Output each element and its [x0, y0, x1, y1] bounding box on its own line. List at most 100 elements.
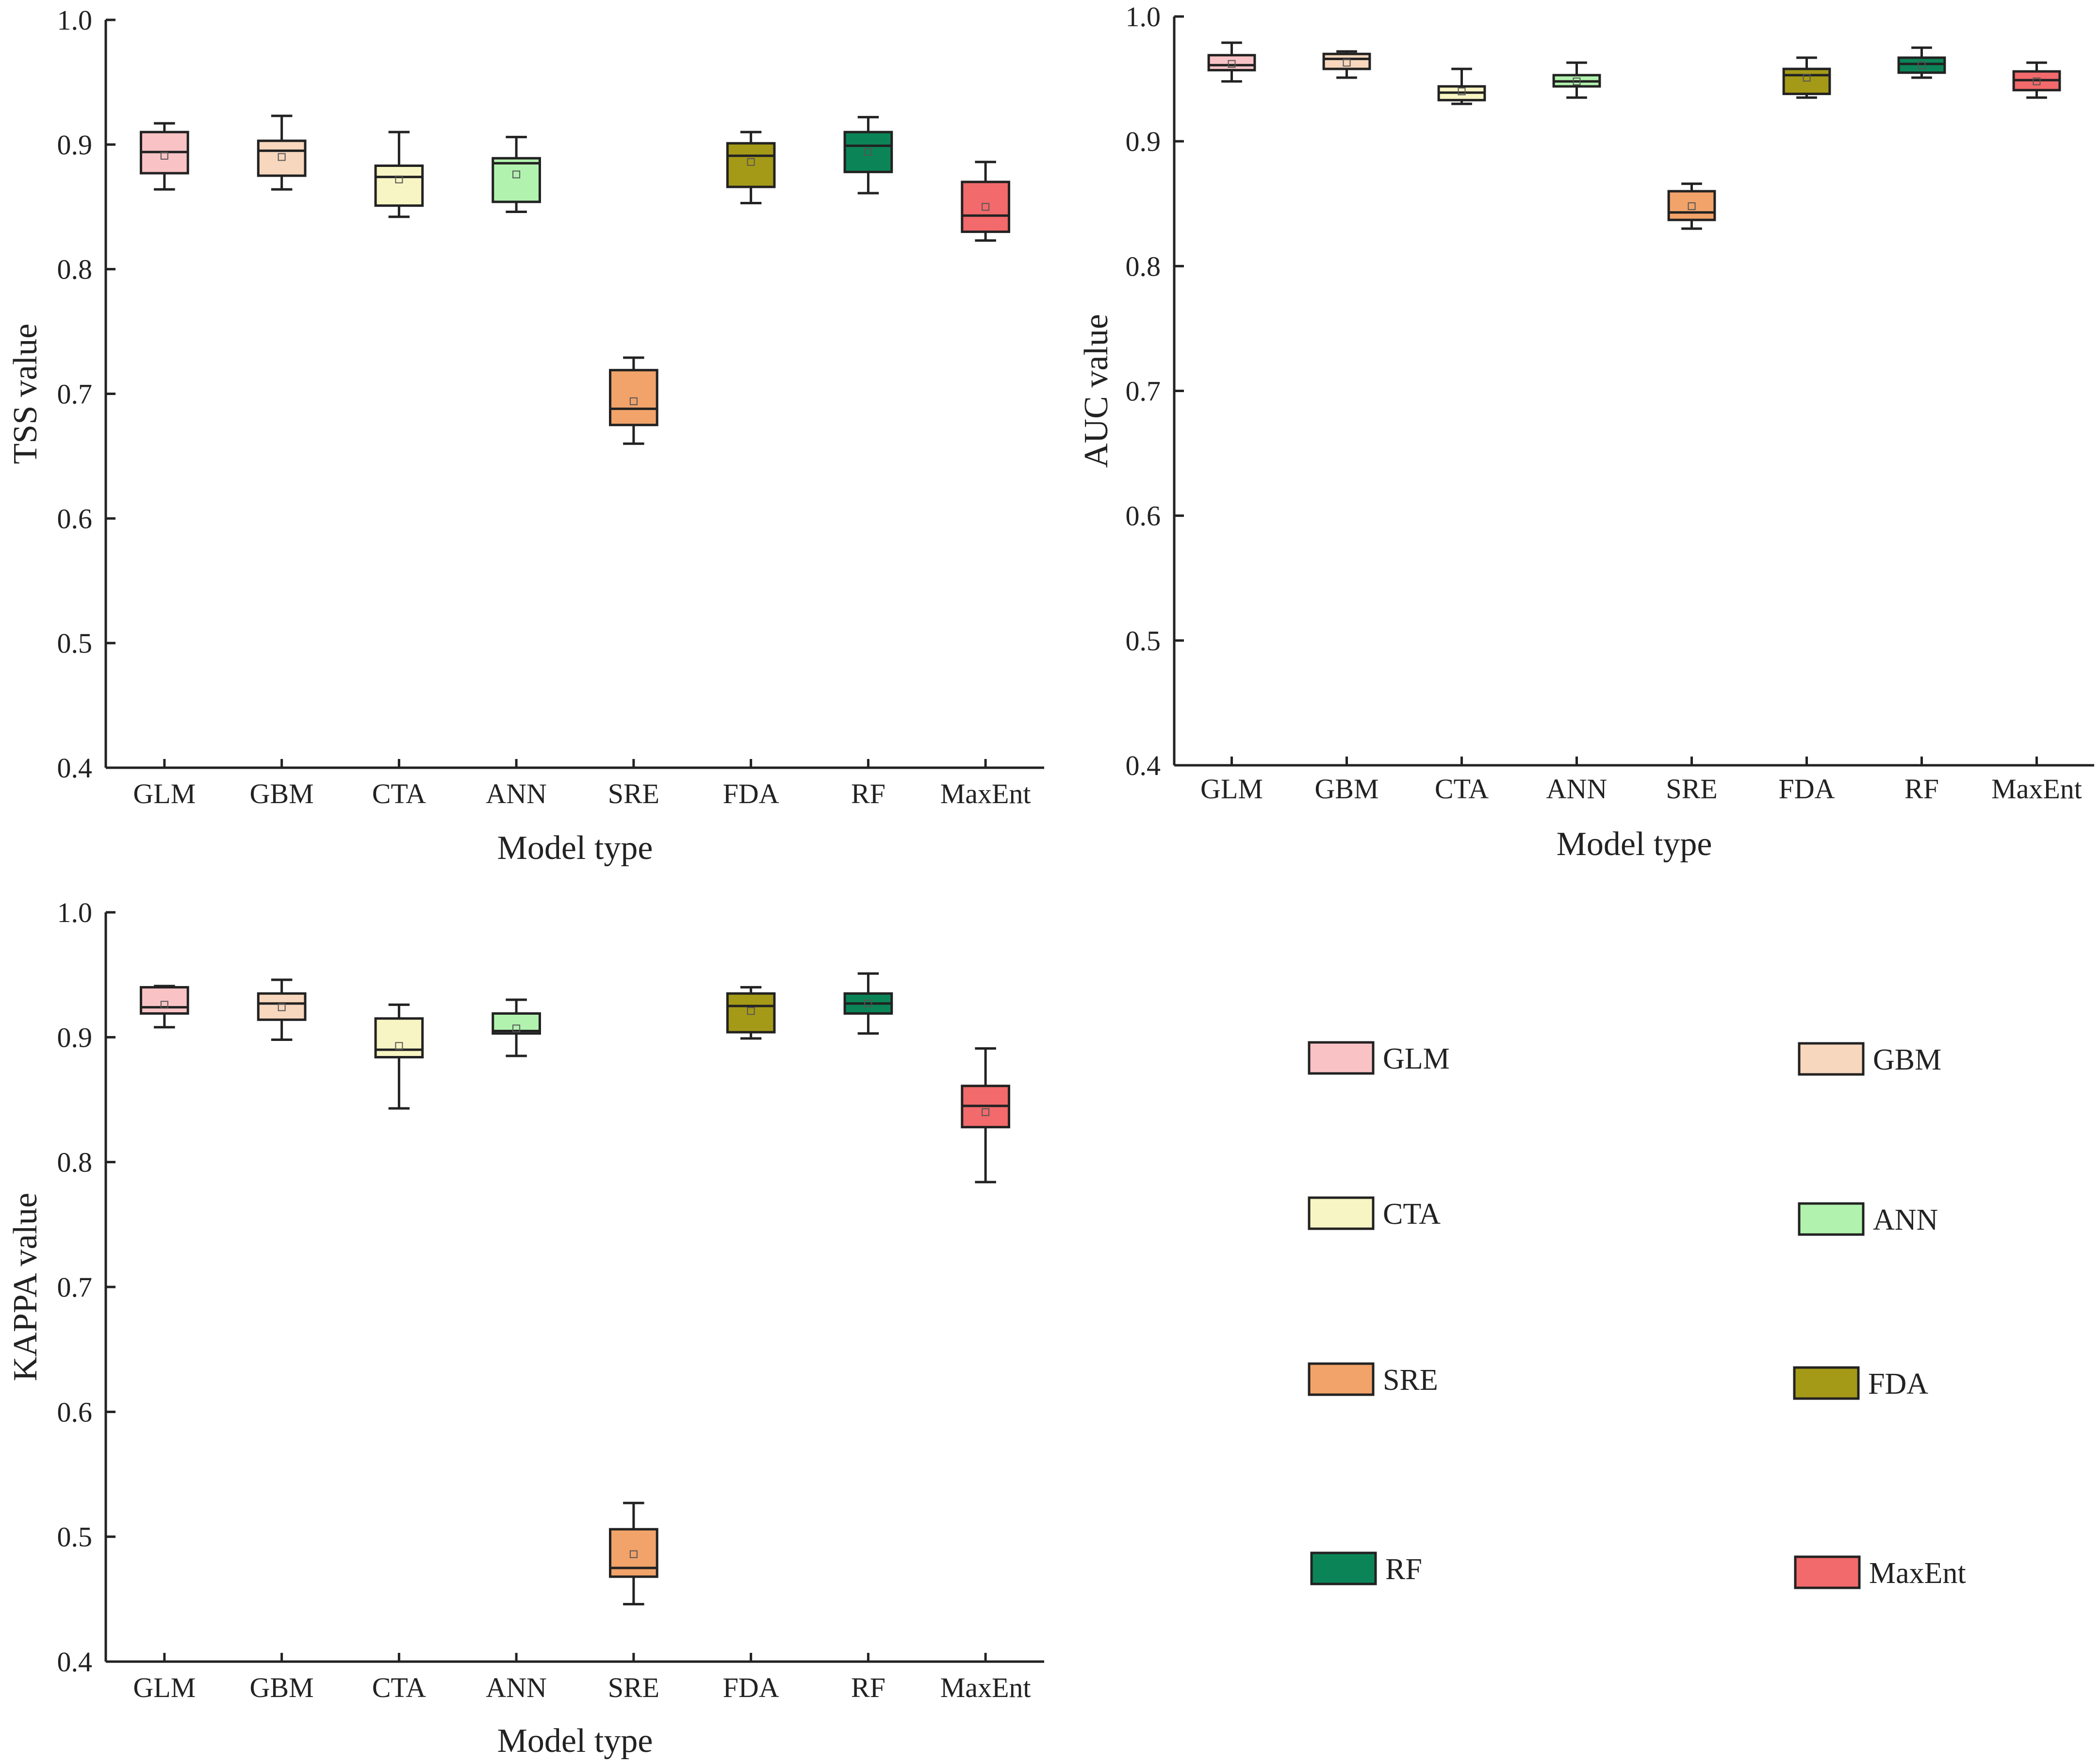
x-tick-label: CTA [372, 778, 426, 809]
x-tick-label: GBM [1314, 773, 1378, 805]
legend-item-ann: ANN [1798, 1202, 1938, 1236]
iqr-box [257, 992, 307, 1021]
mean-marker [1918, 61, 1926, 69]
mean-marker [747, 158, 755, 166]
chart-kappa: 0.4 0.5 0.6 0.7 0.8 0.9 1.0 KAPPA value Model ty… [7, 897, 1044, 1760]
chart-auc: 0.4 0.5 0.6 0.7 0.8 0.9 1.0 AUC value Model type… [1078, 1, 2094, 863]
mean-marker [160, 1001, 168, 1009]
box-ann: ANN [1546, 61, 1608, 805]
x-tick-label: SRE [1666, 773, 1717, 805]
x-tick-label: ANN [1546, 773, 1608, 805]
y-tick-label: 1.0 [1126, 1, 1161, 33]
y-tick-label: 0.6 [1126, 500, 1161, 532]
y-tick-label: 1.0 [57, 897, 93, 928]
y-tick-label: 0.6 [57, 1396, 93, 1428]
x-tick-label: GLM [1200, 773, 1263, 805]
iqr-box [1667, 190, 1716, 221]
legend-item-cta: CTA [1308, 1196, 1441, 1231]
box-maxent: MaxEnt [940, 1047, 1031, 1703]
mean-marker [512, 1024, 521, 1033]
y-tick-label: 0.4 [57, 752, 93, 784]
box-cta: CTA [1435, 67, 1489, 805]
legend-label: RF [1385, 1553, 1422, 1586]
y-tick-label: 0.8 [57, 254, 93, 285]
iqr-box [961, 181, 1010, 233]
y-tick-label: 0.5 [57, 1521, 93, 1553]
x-tick-label: RF [1904, 773, 1939, 805]
iqr-box [374, 164, 424, 207]
y-tick-label: 0.9 [57, 1022, 93, 1053]
legend-swatch [1794, 1555, 1861, 1589]
mean-marker [864, 148, 872, 156]
mean-marker [629, 397, 638, 405]
box-sre: SRE [1666, 182, 1718, 805]
legend-swatch [1798, 1202, 1865, 1236]
iqr-box [609, 1528, 658, 1578]
y-axis-title: TSS value [7, 324, 44, 464]
legend-item-gbm: GBM [1798, 1042, 1941, 1076]
x-tick-label: GBM [250, 1672, 314, 1703]
box-rf: RF [843, 972, 893, 1703]
x-tick-label: FDA [1778, 773, 1835, 805]
iqr-box [1897, 56, 1946, 74]
box-rf: RF [1897, 46, 1946, 805]
box-maxent: MaxEnt [1991, 61, 2082, 805]
iqr-box [1207, 54, 1256, 72]
legend-item-maxent: MaxEnt [1794, 1555, 1966, 1590]
legend-item-rf: RF [1310, 1551, 1422, 1586]
legend-label: SRE [1383, 1364, 1438, 1397]
x-tick-label: SRE [608, 1672, 659, 1703]
mean-marker [1688, 202, 1696, 210]
y-tick-label: 1.0 [57, 4, 93, 36]
legend-swatch [1308, 1196, 1375, 1230]
legend-label: MaxEnt [1869, 1557, 1966, 1590]
chart-tss: 0.4 0.5 0.6 0.7 0.8 0.9 1.0 TSS value Model type… [7, 4, 1044, 867]
box-fda: FDA [723, 131, 779, 809]
x-tick-label: FDA [723, 1672, 779, 1703]
iqr-box [492, 157, 541, 203]
mean-marker [864, 999, 872, 1007]
box-glm: GLM [133, 122, 196, 809]
y-tick-label: 0.6 [57, 503, 93, 534]
x-tick-label: GBM [250, 778, 314, 809]
legend-swatch [1798, 1042, 1865, 1076]
mean-marker [512, 170, 521, 179]
iqr-box [843, 131, 893, 173]
legend-swatch [1310, 1551, 1377, 1585]
x-tick-label: MaxEnt [940, 1672, 1031, 1703]
mean-marker [629, 1550, 638, 1558]
y-tick-label: 0.9 [1126, 126, 1161, 157]
x-tick-label: CTA [372, 1672, 426, 1703]
box-sre: SRE [608, 1501, 659, 1703]
box-ann: ANN [486, 998, 547, 1703]
box-fda: FDA [723, 986, 779, 1703]
legend-swatch [1308, 1362, 1375, 1396]
box-sre: SRE [608, 356, 659, 809]
y-tick-label: 0.7 [1126, 376, 1161, 407]
legend-label: FDA [1868, 1368, 1928, 1401]
x-tick-label: RF [851, 1672, 886, 1703]
box-gbm: GBM [1314, 50, 1379, 805]
box-cta: CTA [372, 131, 426, 809]
y-axis-title: KAPPA value [7, 1193, 44, 1381]
y-tick-label: 0.4 [57, 1646, 93, 1678]
iqr-box [257, 139, 307, 177]
mean-marker [982, 203, 990, 211]
iqr-box [140, 986, 189, 1015]
x-tick-label: GLM [133, 1672, 196, 1703]
y-axis-title: AUC value [1078, 314, 1115, 468]
box-glm: GLM [1200, 41, 1263, 805]
mean-marker [747, 1007, 755, 1015]
box-gbm: GBM [250, 115, 314, 809]
legend-swatch [1308, 1041, 1375, 1075]
mean-marker [1228, 60, 1236, 68]
y-tick-label: 0.7 [57, 1271, 93, 1303]
mean-marker [278, 153, 286, 161]
x-tick-label: CTA [1435, 773, 1489, 805]
x-tick-label: MaxEnt [1991, 773, 2082, 805]
box-maxent: MaxEnt [940, 161, 1031, 809]
box-cta: CTA [372, 1003, 426, 1703]
box-gbm: GBM [250, 978, 314, 1703]
y-tick-label: 0.4 [1126, 750, 1161, 781]
